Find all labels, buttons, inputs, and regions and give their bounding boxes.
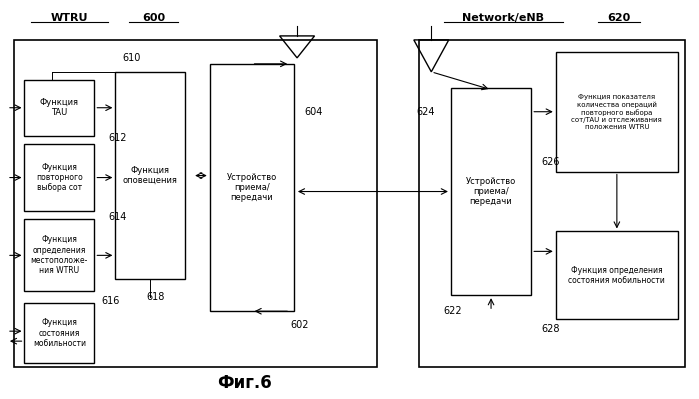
Text: Функция
состояния
мобильности: Функция состояния мобильности — [33, 318, 86, 348]
Text: 610: 610 — [122, 53, 140, 63]
Text: 624: 624 — [416, 107, 434, 117]
FancyBboxPatch shape — [451, 88, 531, 295]
FancyBboxPatch shape — [14, 40, 377, 367]
Text: Фиг.6: Фиг.6 — [217, 374, 272, 392]
Text: Устройство
приема/
передачи: Устройство приема/ передачи — [226, 173, 277, 202]
Text: 614: 614 — [108, 212, 127, 223]
FancyBboxPatch shape — [556, 52, 678, 172]
Text: 626: 626 — [542, 156, 560, 167]
Text: 616: 616 — [101, 296, 120, 306]
Text: Функция
повторного
выбора сот: Функция повторного выбора сот — [36, 163, 82, 192]
FancyBboxPatch shape — [24, 80, 94, 136]
Text: 622: 622 — [444, 306, 463, 316]
FancyBboxPatch shape — [556, 231, 678, 319]
Text: Функция показателя
количества операций
повторного выбора
сот/TAU и отслеживания
: Функция показателя количества операций п… — [572, 94, 662, 130]
Text: Функция определения
состояния мобильности: Функция определения состояния мобильност… — [568, 266, 665, 285]
Text: 600: 600 — [142, 13, 166, 23]
Text: Функция
определения
местоположе-
ния WTRU: Функция определения местоположе- ния WTR… — [31, 235, 88, 275]
Text: 628: 628 — [542, 324, 560, 334]
Text: Network/eNB: Network/eNB — [462, 13, 545, 23]
Text: 612: 612 — [108, 132, 127, 143]
FancyBboxPatch shape — [210, 64, 294, 311]
Text: WTRU: WTRU — [51, 13, 89, 23]
Text: 602: 602 — [290, 320, 308, 330]
FancyBboxPatch shape — [115, 72, 185, 279]
Text: 618: 618 — [147, 292, 165, 302]
Text: Устройство
приема/
передачи: Устройство приема/ передачи — [466, 177, 516, 206]
Text: 604: 604 — [304, 107, 322, 117]
Text: Функция
оповещения: Функция оповещения — [123, 166, 178, 185]
FancyBboxPatch shape — [24, 219, 94, 291]
Text: 620: 620 — [607, 13, 630, 23]
Text: Функция
TAU: Функция TAU — [40, 98, 79, 117]
FancyBboxPatch shape — [24, 303, 94, 363]
FancyBboxPatch shape — [24, 144, 94, 211]
FancyBboxPatch shape — [419, 40, 685, 367]
